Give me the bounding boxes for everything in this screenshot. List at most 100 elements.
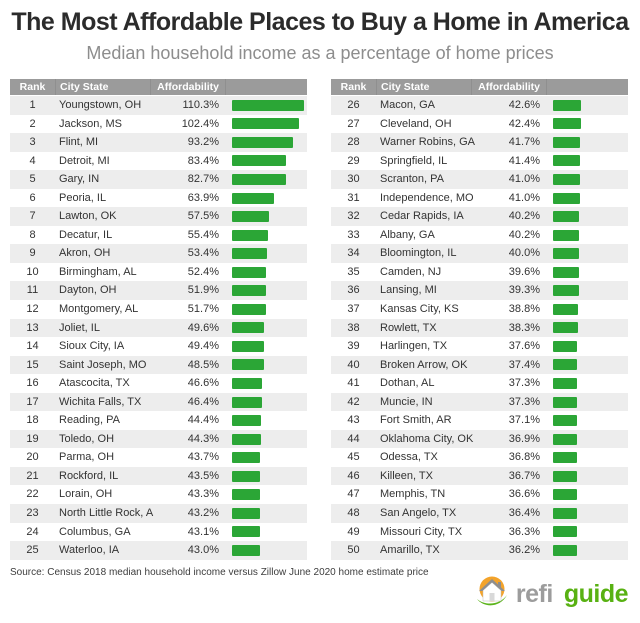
value-cell: 42.6% [508, 99, 540, 111]
value-cell: 52.4% [187, 265, 219, 278]
affordability-bar [232, 433, 261, 445]
affordability-bar [553, 544, 577, 556]
table-row: 20 Parma, OH 43.7% [10, 448, 307, 467]
rank-cell: 39 [347, 340, 360, 353]
table-row: 35 Camden, NJ 39.6% [331, 262, 628, 282]
table-row: 26 Macon, GA 42.6% [331, 96, 628, 115]
table-row: 23 North Little Rock, A 43.2% [10, 504, 307, 523]
city-cell: Montgomery, AL [59, 303, 139, 316]
affordability-bar [232, 136, 293, 148]
value-cell: 46.4% [187, 395, 219, 408]
affordability-bar [553, 396, 578, 408]
value-cell: 36.9% [508, 432, 540, 445]
value-cell: 36.3% [508, 525, 540, 538]
rank-cell: 22 [26, 488, 39, 501]
table-row: 49 Missouri City, TX 36.3% [331, 522, 628, 542]
city-cell: San Angelo, TX [380, 507, 457, 520]
bar-cell [546, 523, 628, 542]
rank-cell: 10 [26, 265, 39, 278]
rank-cell: 33 [347, 228, 360, 241]
city-cell: Wichita Falls, TX [59, 395, 142, 408]
rank-cell: 23 [26, 507, 39, 520]
affordability-bar [553, 192, 580, 204]
city-cell: Dothan, AL [380, 377, 435, 390]
affordability-bar [553, 118, 581, 130]
affordability-column-header: Affordability % [471, 79, 546, 110]
affordability-bar [553, 359, 578, 371]
bar-cell [546, 96, 628, 115]
affordability-column-header: Affordability % [150, 79, 225, 110]
rank-cell: 20 [26, 451, 39, 464]
value-cell: 49.4% [187, 340, 219, 353]
rank-cell: 45 [347, 451, 360, 464]
city-cell: Missouri City, TX [380, 525, 463, 538]
table-row: 6 Peoria, IL 63.9% [10, 188, 307, 208]
bar-cell [225, 96, 307, 115]
value-cell: 82.7% [187, 173, 219, 186]
city-cell: Sioux City, IA [59, 340, 125, 353]
value-cell: 41.0% [508, 173, 540, 186]
bar-cell [546, 337, 628, 356]
affordability-bar [232, 377, 263, 389]
value-cell: 38.3% [508, 321, 540, 334]
bar-column-header [225, 79, 307, 95]
table-row: 4 Detroit, MI 83.4% [10, 151, 307, 171]
bar-cell [225, 133, 307, 152]
bar-cell [546, 430, 628, 449]
value-cell: 51.7% [187, 303, 219, 316]
bar-cell [546, 356, 628, 375]
affordability-bar [553, 377, 578, 389]
city-cell: Dayton, OH [59, 284, 117, 297]
table-row: 19 Toledo, OH 44.3% [10, 429, 307, 449]
value-cell: 53.4% [187, 247, 219, 260]
value-cell: 42.4% [508, 117, 540, 130]
city-cell: Decatur, IL [59, 228, 113, 241]
city-cell: Albany, GA [380, 228, 435, 241]
city-cell: Warner Robins, GA [380, 136, 475, 149]
affordability-bar [232, 322, 265, 334]
table-row: 45 Odessa, TX 36.8% [331, 448, 628, 467]
table-row: 15 Saint Joseph, MO 48.5% [10, 355, 307, 375]
table-row: 46 Killeen, TX 36.7% [331, 466, 628, 486]
value-cell: 57.5% [187, 210, 219, 223]
bar-cell [225, 319, 307, 338]
bar-cell [225, 541, 307, 560]
affordability-bar [553, 285, 579, 297]
city-cell: Birmingham, AL [59, 265, 137, 278]
logo-word-guide: guide [563, 580, 629, 608]
bar-cell [546, 244, 628, 263]
city-cell: Bloomington, IL [380, 247, 457, 260]
bar-cell [225, 189, 307, 208]
affordability-bar [232, 526, 260, 538]
city-cell: Akron, OH [59, 247, 111, 260]
table-row: 47 Memphis, TN 36.6% [331, 485, 628, 505]
table-row: 1 Youngstown, OH 110.3% [10, 96, 307, 115]
affordability-bar [553, 507, 577, 519]
value-cell: 37.3% [508, 395, 540, 408]
rank-cell: 3 [29, 136, 36, 149]
table-row: 7 Lawton, OK 57.5% [10, 207, 307, 226]
bar-cell [225, 504, 307, 523]
bar-cell [225, 448, 307, 467]
table-row: 31 Independence, MO 41.0% [331, 188, 628, 208]
rank-cell: 49 [347, 525, 360, 538]
rank-column-header: Rank [340, 81, 367, 93]
table-row: 27 Cleveland, OH 42.4% [331, 114, 628, 134]
value-cell: 36.4% [508, 507, 540, 520]
bar-cell [225, 170, 307, 189]
rank-cell: 2 [29, 117, 36, 130]
affordability-bar [553, 452, 577, 464]
affordability-bar [232, 118, 299, 130]
value-cell: 43.5% [187, 469, 219, 482]
city-cell: Saint Joseph, MO [59, 358, 147, 371]
value-cell: 43.7% [187, 451, 219, 464]
bar-cell [225, 523, 307, 542]
city-cell: Scranton, PA [380, 173, 444, 186]
rank-cell: 1 [29, 99, 36, 111]
value-cell: 46.6% [187, 377, 219, 390]
city-cell: Cleveland, OH [380, 117, 452, 130]
city-cell: Memphis, TN [380, 488, 446, 501]
rank-cell: 21 [26, 469, 39, 482]
affordability-bar [232, 489, 261, 501]
rank-cell: 13 [26, 321, 39, 334]
